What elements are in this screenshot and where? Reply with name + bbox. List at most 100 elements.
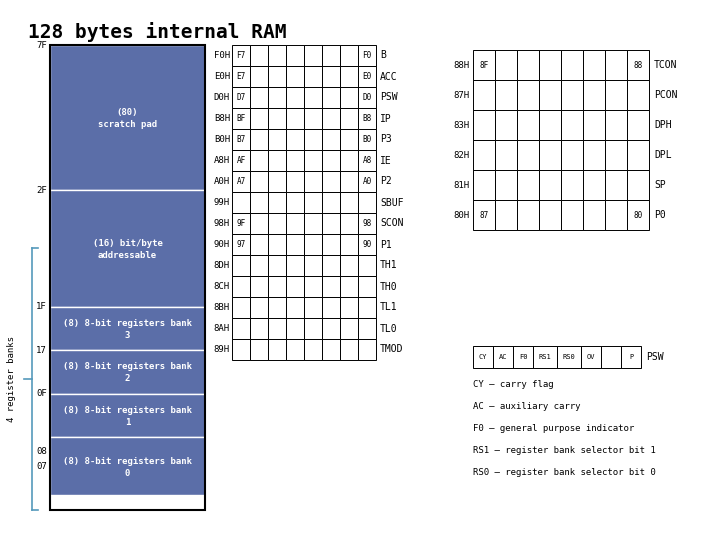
Bar (627, 50, 649, 80)
Bar (268, 171, 286, 192)
Bar (533, 346, 557, 368)
Text: 98H: 98H (214, 219, 230, 228)
Text: 0: 0 (125, 469, 130, 478)
Text: TH1: TH1 (380, 260, 397, 271)
Text: DPL: DPL (654, 150, 672, 160)
Text: AC: AC (499, 354, 508, 360)
Text: OV: OV (587, 354, 595, 360)
Bar (268, 87, 286, 108)
Text: 87: 87 (480, 211, 489, 219)
Bar (583, 170, 605, 200)
Text: AF: AF (236, 156, 246, 165)
Bar (539, 200, 561, 230)
Bar (232, 66, 250, 87)
Text: TMOD: TMOD (380, 345, 403, 354)
Bar (517, 80, 539, 110)
Text: 81H: 81H (454, 180, 470, 190)
Bar (517, 170, 539, 200)
Bar (583, 80, 605, 110)
Bar (322, 192, 340, 213)
Text: CY – carry flag: CY – carry flag (473, 380, 554, 389)
Bar (473, 50, 495, 80)
Bar (268, 234, 286, 255)
Bar (473, 140, 495, 170)
Bar (322, 87, 340, 108)
Bar (495, 140, 517, 170)
Bar (517, 50, 539, 80)
Bar (473, 346, 493, 368)
Text: E7: E7 (236, 72, 246, 81)
Bar (286, 108, 304, 129)
Bar (268, 45, 286, 66)
Bar (268, 192, 286, 213)
Text: B: B (380, 51, 386, 60)
Bar (322, 297, 340, 318)
Bar (583, 110, 605, 140)
Bar (322, 150, 340, 171)
Bar (232, 255, 250, 276)
Bar (322, 66, 340, 87)
Bar (358, 234, 376, 255)
Bar (340, 192, 358, 213)
Bar (539, 140, 561, 170)
Bar (340, 213, 358, 234)
Bar (340, 276, 358, 297)
Text: 8DH: 8DH (214, 261, 230, 270)
Bar (605, 170, 627, 200)
Text: 97: 97 (236, 240, 246, 249)
Text: PCON: PCON (654, 90, 678, 100)
Text: 2: 2 (125, 374, 130, 383)
Text: D0: D0 (362, 93, 372, 102)
Text: B8H: B8H (214, 114, 230, 123)
Text: TL1: TL1 (380, 302, 397, 313)
Text: F0: F0 (518, 354, 527, 360)
Text: RS0: RS0 (562, 354, 575, 360)
Bar (232, 129, 250, 150)
Bar (517, 110, 539, 140)
Text: 3: 3 (125, 331, 130, 340)
Bar (250, 318, 268, 339)
Text: 90: 90 (362, 240, 372, 249)
Bar (561, 50, 583, 80)
Text: 08: 08 (36, 447, 47, 456)
Bar (561, 140, 583, 170)
Text: TH0: TH0 (380, 281, 397, 292)
Bar (286, 339, 304, 360)
Bar (286, 66, 304, 87)
Bar (583, 200, 605, 230)
Bar (286, 318, 304, 339)
Bar (268, 213, 286, 234)
Bar (322, 276, 340, 297)
Bar (304, 108, 322, 129)
Bar (286, 150, 304, 171)
Text: 89H: 89H (214, 345, 230, 354)
Bar (232, 171, 250, 192)
Text: P3: P3 (380, 134, 392, 145)
Text: TCON: TCON (654, 60, 678, 70)
Text: 82H: 82H (454, 151, 470, 159)
Bar (605, 140, 627, 170)
Bar (232, 45, 250, 66)
Bar (286, 171, 304, 192)
Text: 9F: 9F (236, 219, 246, 228)
Text: 88H: 88H (454, 60, 470, 70)
Bar (493, 346, 513, 368)
Text: D7: D7 (236, 93, 246, 102)
Text: (8) 8-bit registers bank: (8) 8-bit registers bank (63, 319, 192, 328)
Bar (322, 45, 340, 66)
Text: IE: IE (380, 156, 392, 165)
Bar (495, 200, 517, 230)
Bar (250, 213, 268, 234)
Bar (268, 108, 286, 129)
Bar (627, 140, 649, 170)
Text: A8H: A8H (214, 156, 230, 165)
Bar (495, 50, 517, 80)
Bar (286, 129, 304, 150)
Text: 8F: 8F (480, 60, 489, 70)
Bar (232, 339, 250, 360)
Bar (340, 318, 358, 339)
Bar (358, 87, 376, 108)
Bar (232, 150, 250, 171)
Bar (304, 150, 322, 171)
Bar (495, 170, 517, 200)
